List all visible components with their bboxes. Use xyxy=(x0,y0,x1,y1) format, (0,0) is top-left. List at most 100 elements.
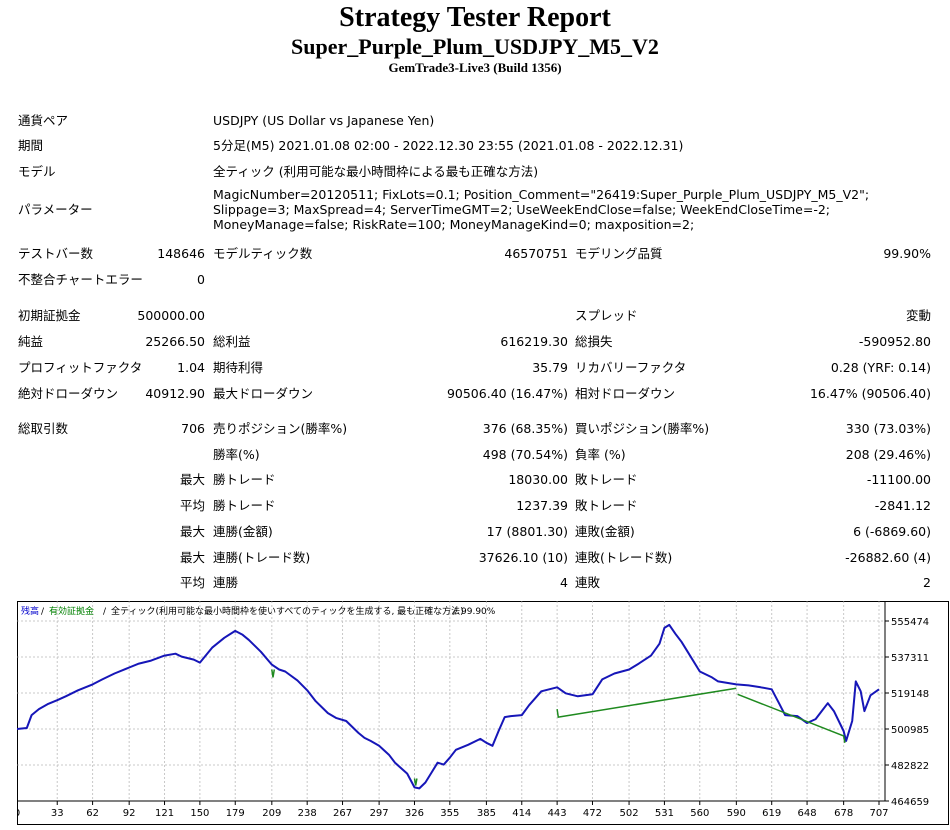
quality-value: 99.90% xyxy=(883,246,931,261)
equity-dip xyxy=(271,669,276,678)
bars-value: 148646 xyxy=(157,246,205,261)
x-tick-label: 443 xyxy=(548,808,567,819)
period-label: 期間 xyxy=(18,138,44,153)
largest-win-value: 18030.00 xyxy=(508,472,568,487)
period-value: 5分足(M5) 2021.01.08 02:00 - 2022.12.30 23… xyxy=(213,138,684,153)
long-value: 330 (73.03%) xyxy=(845,421,931,436)
x-tick-label: 179 xyxy=(226,808,245,819)
y-tick-label: 500985 xyxy=(891,725,929,736)
model-value: 全ティック (利用可能な最小時間枠による最も正確な方法) xyxy=(213,164,539,179)
mismatch-label: 不整合チャートエラー xyxy=(18,272,143,287)
x-tick-label: 238 xyxy=(298,808,317,819)
deposit-label: 初期証拠金 xyxy=(18,308,81,323)
row-qualifier-max: 最大 xyxy=(179,524,205,539)
y-tick-label: 482822 xyxy=(891,761,929,772)
legend-equity: 有効証拠金 xyxy=(49,605,94,617)
model-label: モデル xyxy=(18,164,56,179)
x-tick-label: 414 xyxy=(512,808,531,819)
avg-consec-wins-value: 4 xyxy=(560,575,568,590)
x-tick-label: 33 xyxy=(51,808,64,819)
max-consec-profit-value: 37626.10 (10) xyxy=(478,550,568,565)
row-qualifier-max: 最大 xyxy=(179,472,205,487)
ticks-label: モデルティック数 xyxy=(213,246,313,261)
expected-value: 35.79 xyxy=(532,360,568,375)
y-tick-label: 555474 xyxy=(891,617,929,628)
largest-win-label: 勝トレード xyxy=(213,472,276,487)
chart-series xyxy=(17,623,880,790)
balance-chart: 555474 537311 519148 500985 482822 464659 0 33… xyxy=(17,601,949,825)
plot-area xyxy=(17,601,886,802)
expected-label: 期待利得 xyxy=(213,360,264,375)
net-label: 純益 xyxy=(18,334,44,349)
chart-frame xyxy=(17,601,949,825)
x-tick-label: 267 xyxy=(333,808,352,819)
spread-value: 変動 xyxy=(905,308,931,323)
max-dd-value: 90506.40 (16.47%) xyxy=(446,386,568,401)
legend-quality: 99.90% xyxy=(461,607,496,617)
params-value: MagicNumber=20120511; FixLots=0.1; Posit… xyxy=(213,187,870,232)
x-tick-label: 92 xyxy=(123,808,136,819)
build-info: GemTrade3-Live3 (Build 1356) xyxy=(388,60,562,75)
x-tick-label: 678 xyxy=(834,808,853,819)
x-tick-label: 472 xyxy=(583,808,602,819)
row-qualifier-avg: 平均 xyxy=(179,575,205,590)
equity-dip xyxy=(737,693,846,743)
strategy-name: Super_Purple_Plum_USDJPY_M5_V2 xyxy=(291,34,659,59)
x-tick-label: 0 xyxy=(17,808,20,819)
x-tick-label: 531 xyxy=(655,808,674,819)
loss-value: 208 (29.46%) xyxy=(845,447,931,462)
mismatch-value: 0 xyxy=(197,272,205,287)
legend-balance: 残高 xyxy=(21,605,39,617)
ticks-value: 46570751 xyxy=(504,246,568,261)
x-tick-label: 707 xyxy=(869,808,888,819)
recovery-value: 0.28 (YRF: 0.14) xyxy=(830,360,931,375)
win-value: 498 (70.54%) xyxy=(482,447,568,462)
x-tick-label: 326 xyxy=(405,808,424,819)
avg-loss-value: -2841.12 xyxy=(874,498,931,513)
legend-sep-3: / xyxy=(453,607,457,617)
legend-sep-1: / xyxy=(41,607,45,617)
x-tick-label: 619 xyxy=(762,808,781,819)
max-consec-losses-label: 連敗(金額) xyxy=(575,524,635,539)
y-tick-label: 519148 xyxy=(891,689,929,700)
x-tick-label: 385 xyxy=(477,808,496,819)
deposit-value: 500000.00 xyxy=(137,308,205,323)
x-axis: 0 33 62 92 121 150 179 209 238 267 297 326 355 385 414… xyxy=(17,801,889,819)
recovery-label: リカバリーファクタ xyxy=(575,360,687,375)
avg-consec-losses-value: 2 xyxy=(923,575,931,590)
gross-profit-value: 616219.30 xyxy=(500,334,568,349)
y-tick-label: 537311 xyxy=(891,653,929,664)
row-qualifier-avg: 平均 xyxy=(179,498,205,513)
max-consec-wins-value: 17 (8801.30) xyxy=(486,524,568,539)
loss-label: 負率 (%) xyxy=(575,447,626,462)
params-label: パラメーター xyxy=(18,202,93,217)
max-dd-label: 最大ドローダウン xyxy=(213,386,314,401)
avg-consec-losses-label: 連敗 xyxy=(575,575,601,590)
gross-profit-label: 総利益 xyxy=(213,334,251,349)
legend-model: 全ティック(利用可能な最小時間枠を使いすべてのティックを生成する, 最も正確な方… xyxy=(111,605,464,617)
x-tick-label: 560 xyxy=(690,808,709,819)
max-consec-wins-label: 連勝(金額) xyxy=(213,524,273,539)
max-consec-loss-label: 連敗(トレード数) xyxy=(575,550,673,565)
rel-dd-value: 16.47% (90506.40) xyxy=(809,386,931,401)
x-tick-label: 297 xyxy=(370,808,389,819)
avg-loss-label: 敗トレード xyxy=(575,498,638,513)
long-label: 買いポジション(勝率%) xyxy=(575,421,710,436)
pf-label: プロフィットファクタ xyxy=(18,360,143,375)
short-value: 376 (68.35%) xyxy=(482,421,568,436)
max-consec-profit-label: 連勝(トレード数) xyxy=(213,550,311,565)
x-tick-label: 209 xyxy=(262,808,281,819)
max-consec-losses-value: 6 (-6869.60) xyxy=(853,524,931,539)
x-tick-label: 150 xyxy=(190,808,209,819)
trades-value: 706 xyxy=(181,421,205,436)
rel-dd-label: 相対ドローダウン xyxy=(575,386,676,401)
max-consec-loss-value: -26882.60 (4) xyxy=(845,550,931,565)
gross-loss-value: -590952.80 xyxy=(858,334,931,349)
trades-label: 総取引数 xyxy=(18,421,69,436)
largest-loss-value: -11100.00 xyxy=(866,472,931,487)
quality-label: モデリング品質 xyxy=(575,246,663,261)
short-label: 売りポジション(勝率%) xyxy=(213,421,348,436)
y-axis: 555474 537311 519148 500985 482822 464659 xyxy=(885,617,929,808)
largest-loss-label: 敗トレード xyxy=(575,472,638,487)
abs-dd-value: 40912.90 xyxy=(145,386,205,401)
